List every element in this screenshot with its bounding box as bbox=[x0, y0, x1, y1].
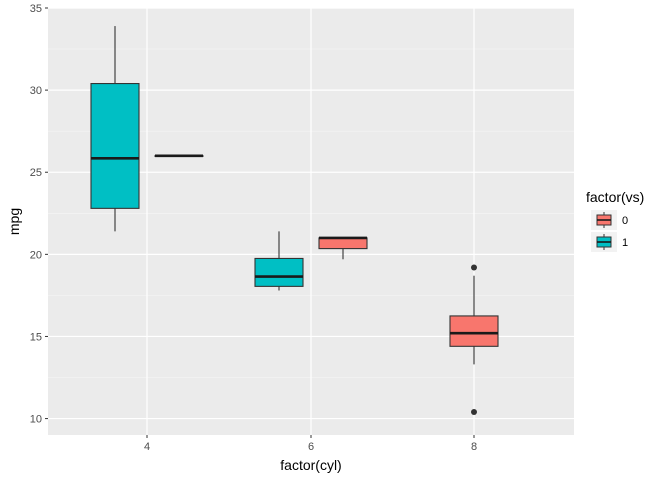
box-body bbox=[318, 237, 368, 250]
boxplots bbox=[90, 26, 499, 416]
outlier-point bbox=[471, 264, 477, 271]
x-tick-label: 6 bbox=[308, 441, 314, 453]
box-8-vs0 bbox=[449, 264, 499, 416]
y-tick-label: 15 bbox=[30, 331, 42, 343]
box-body bbox=[449, 315, 499, 347]
y-tick-label: 35 bbox=[30, 3, 42, 15]
y-tick-label: 10 bbox=[30, 414, 42, 426]
y-axis-title: mpg bbox=[6, 208, 22, 235]
y-tick-label: 30 bbox=[30, 85, 42, 97]
y-tick-label: 20 bbox=[30, 249, 42, 261]
box-6-vs0 bbox=[318, 236, 368, 260]
x-axis: 4 6 8 bbox=[144, 435, 477, 453]
box-4-vs0 bbox=[154, 154, 204, 158]
box-4-vs1 bbox=[90, 26, 140, 232]
x-tick-label: 4 bbox=[144, 441, 150, 453]
legend-label: 1 bbox=[622, 237, 628, 249]
box-body bbox=[254, 257, 304, 287]
legend-title: factor(vs) bbox=[586, 189, 644, 205]
y-tick-label: 25 bbox=[30, 167, 42, 179]
legend-key-0 bbox=[591, 210, 617, 230]
x-axis-title: factor(cyl) bbox=[280, 457, 341, 473]
legend: factor(vs) 0 1 bbox=[586, 189, 644, 252]
outlier-point bbox=[471, 409, 477, 416]
x-tick-label: 8 bbox=[471, 441, 477, 453]
box-body bbox=[90, 82, 140, 209]
legend-key-1 bbox=[591, 232, 617, 252]
legend-label: 0 bbox=[622, 215, 628, 227]
box-6-vs1 bbox=[254, 231, 304, 291]
y-axis: 10 15 20 25 30 35 bbox=[30, 3, 48, 426]
